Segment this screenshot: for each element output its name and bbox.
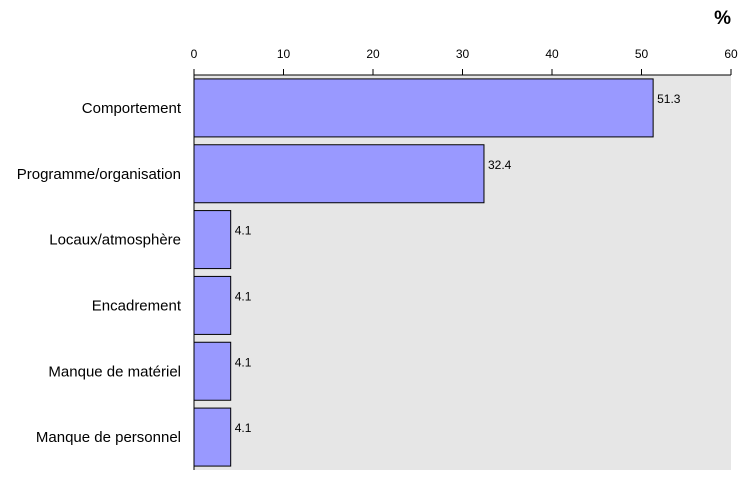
- category-label: Locaux/atmosphère: [49, 232, 181, 249]
- bar: [193, 341, 232, 401]
- bar: [193, 144, 485, 204]
- plot-area: [194, 75, 731, 470]
- bars: [193, 78, 654, 467]
- data-label: 4.1: [235, 421, 252, 435]
- x-tick-label: 20: [366, 47, 380, 61]
- category-label: Manque de personnel: [36, 429, 181, 446]
- category-label: Comportement: [82, 100, 182, 117]
- data-label: 51.3: [657, 92, 681, 106]
- x-tick-label: 10: [277, 47, 291, 61]
- data-labels: 51.3 32.4 4.1 4.1 4.1 4.1: [235, 92, 681, 435]
- bar: [193, 275, 232, 335]
- bar: [193, 210, 232, 270]
- x-tick-label: 40: [545, 47, 559, 61]
- bar: [193, 78, 654, 138]
- bar: [193, 407, 232, 467]
- x-axis: 0 10 20 30 40 50 60: [191, 47, 738, 470]
- category-label: Manque de matériel: [48, 363, 181, 380]
- category-labels: Comportement Programme/organisation Locaux…: [17, 100, 182, 446]
- unit-label: %: [714, 8, 731, 29]
- x-tick-label: 60: [724, 47, 738, 61]
- category-label: Programme/organisation: [17, 166, 181, 183]
- data-label: 32.4: [488, 158, 512, 172]
- data-label: 4.1: [235, 355, 252, 369]
- x-tick-label: 0: [191, 47, 198, 61]
- data-label: 4.1: [235, 289, 252, 303]
- data-label: 4.1: [235, 224, 252, 238]
- category-label: Encadrement: [92, 297, 182, 314]
- x-tick-label: 30: [456, 47, 470, 61]
- x-tick-label: 50: [635, 47, 649, 61]
